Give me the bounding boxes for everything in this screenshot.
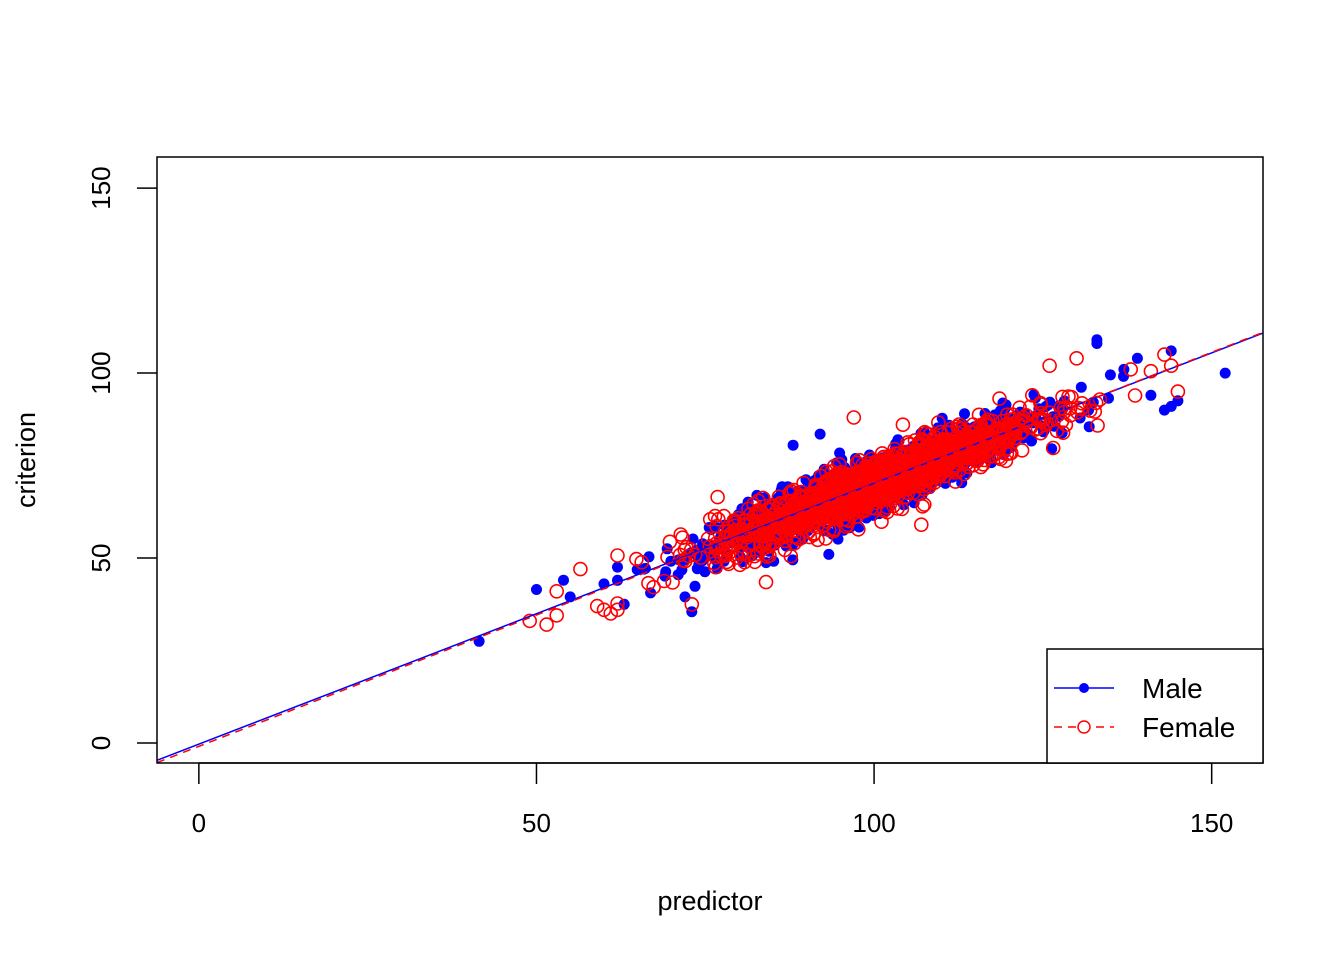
series-female (522, 347, 1186, 632)
y-axis-title: criterion (11, 412, 41, 508)
y-tick-label: 0 (86, 736, 116, 750)
legend-item-male: Male (1054, 673, 1203, 704)
x-tick-label: 0 (192, 808, 206, 838)
female-fit-line (157, 331, 1263, 763)
legend: Male Female (1046, 648, 1264, 764)
x-axis: 0 50 100 150 (192, 762, 1233, 838)
open-circle-icon (1077, 720, 1091, 734)
legend-item-female: Female (1054, 712, 1235, 743)
y-tick-label: 100 (86, 351, 116, 394)
y-tick-label: 50 (86, 544, 116, 573)
x-tick-label: 150 (1190, 808, 1233, 838)
filled-circle-icon (1079, 683, 1089, 693)
x-tick-label: 100 (852, 808, 895, 838)
legend-box (1046, 648, 1264, 764)
legend-label-female: Female (1142, 712, 1235, 743)
x-axis-title: predictor (657, 886, 762, 916)
regression-lines (157, 331, 1263, 763)
y-tick-label: 150 (86, 166, 116, 209)
y-axis: 0 50 100 150 (86, 166, 157, 750)
legend-label-male: Male (1142, 673, 1203, 704)
scatter-points (473, 334, 1231, 647)
male-fit-line (157, 332, 1263, 762)
x-tick-label: 50 (522, 808, 551, 838)
